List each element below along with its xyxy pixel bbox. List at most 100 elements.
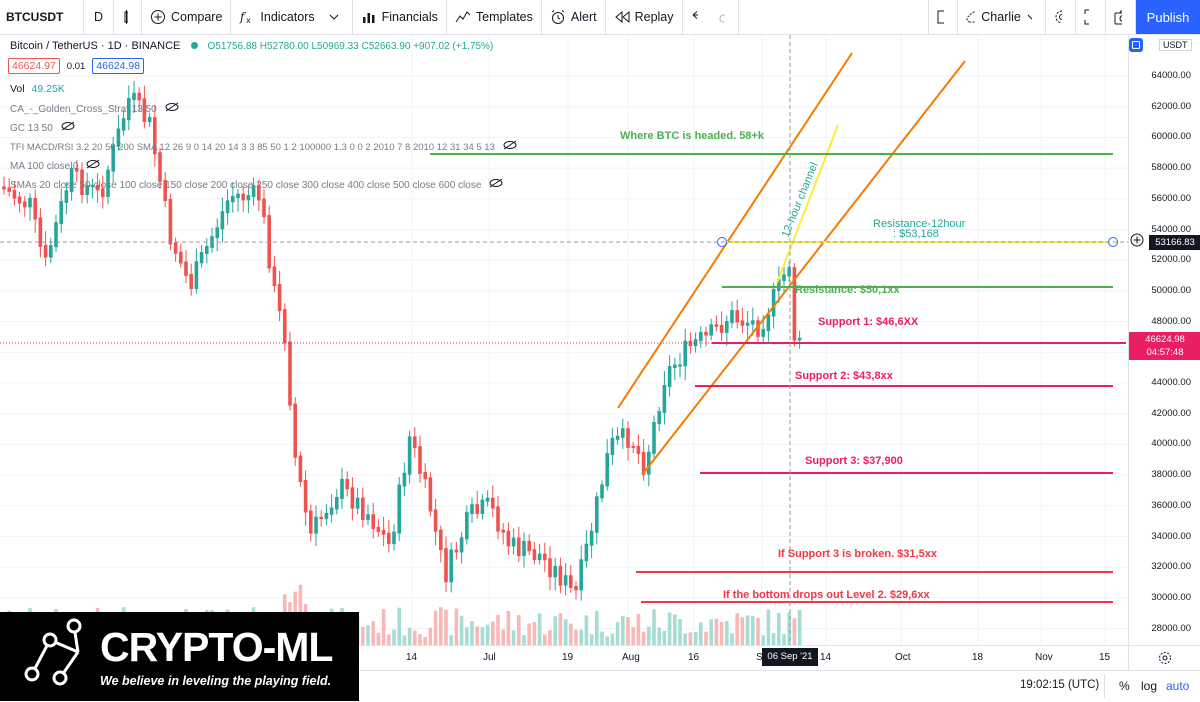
candle-body (647, 451, 651, 475)
indicator-legend-0[interactable]: CA_-_Golden_Cross_Strat 13 50 (10, 102, 179, 115)
volume-bar (652, 609, 656, 645)
price-axis[interactable]: USDT 64000.00 62000.00 60000.00 58000.00 560… (1128, 35, 1200, 645)
price-chart[interactable]: Where BTC is headed. 58+k Resistance-12h… (0, 35, 1128, 645)
publish-button[interactable]: Publish (1136, 0, 1200, 34)
indicator-legend-4[interactable]: SMAs 20 close 50 close 100 close 150 clo… (10, 178, 503, 191)
volume-legend[interactable]: Vol 49.25K (10, 83, 65, 95)
candle-body (699, 331, 703, 342)
indicators-label: Indicators (260, 10, 315, 24)
candle-body (480, 499, 485, 515)
auto-scale-toggle[interactable] (1128, 37, 1144, 53)
layout-name-label: Charlie (981, 10, 1021, 24)
volume-bar (745, 615, 750, 645)
candle-body (517, 537, 521, 557)
candle-body (673, 364, 677, 369)
candle-body (43, 244, 48, 258)
redo-icon (719, 14, 725, 23)
templates-button[interactable]: Templates (447, 0, 542, 34)
indicator-legend-3[interactable]: MA 100 close 0 (10, 159, 100, 172)
candle-body (621, 428, 625, 438)
candle-body (101, 188, 105, 198)
svg-text:f: f (239, 10, 247, 24)
candle-body (272, 266, 277, 287)
indicator-label: SMAs 20 close 50 close 100 close 150 clo… (10, 180, 482, 191)
logo-tagline: We believe in leveling the playing field… (100, 674, 332, 688)
candle-body (80, 169, 84, 196)
time-tick: 19 (562, 652, 574, 663)
candle-body (693, 339, 698, 347)
clock[interactable]: 19:02:15 (UTC) (1020, 679, 1100, 691)
candle-body (215, 227, 219, 239)
candle-body (548, 558, 552, 578)
eye-hidden-icon[interactable] (503, 140, 517, 150)
gear-icon (1055, 10, 1062, 24)
volume-bar (709, 619, 713, 645)
eye-hidden-icon[interactable] (165, 102, 179, 112)
indicator-legend-1[interactable]: GC 13 50 (10, 121, 75, 134)
volume-bar (501, 629, 505, 645)
candle-body (537, 553, 542, 561)
fullscreen-icon (1084, 9, 1089, 25)
alert-button[interactable]: Alert (542, 0, 606, 34)
auto-toggle[interactable]: auto (1166, 679, 1190, 693)
volume-bar (615, 622, 620, 645)
layout-menu[interactable]: Charlie (958, 0, 1046, 34)
compare-button[interactable]: Compare (142, 0, 232, 34)
snapshot-button[interactable] (1106, 0, 1136, 34)
interval-button[interactable]: D (84, 0, 114, 34)
symbol-title[interactable]: Bitcoin / TetherUS · 1D · BINANCE (10, 40, 181, 52)
volume-bar (699, 622, 703, 645)
settings-button[interactable] (1046, 0, 1076, 34)
add-alert-handle[interactable] (1130, 233, 1144, 247)
eye-hidden-icon[interactable] (489, 178, 503, 188)
volume-bar (459, 615, 464, 645)
alert-label: Alert (570, 10, 597, 24)
rewind-icon (614, 10, 630, 24)
indicator-legend-2[interactable]: TFI MACD/RSI 3.2 20 50 200 SMA 12 26 9 0… (10, 140, 517, 153)
candle-body (303, 480, 308, 513)
fullscreen-select-button[interactable] (928, 0, 958, 34)
support3-label: Support 3: $37,900 (805, 455, 903, 467)
svg-text:x: x (246, 16, 251, 25)
redo-button[interactable] (711, 0, 739, 34)
eye-hidden-icon[interactable] (86, 159, 100, 169)
candle-body (751, 320, 755, 325)
replay-button[interactable]: Replay (606, 0, 683, 34)
support2-label: Support 2: $43,8xx (795, 370, 894, 382)
undo-button[interactable] (683, 0, 711, 34)
time-tick: 15 (1099, 652, 1111, 663)
volume-bar (693, 632, 698, 645)
vol-value: 49.25K (31, 83, 65, 95)
candle-body (184, 261, 188, 276)
candle-body (85, 185, 89, 196)
candle-body (397, 484, 401, 534)
fullscreen-button[interactable] (1076, 0, 1106, 34)
chart-type-button[interactable] (114, 0, 142, 34)
candle-body (371, 514, 375, 529)
candle-body (470, 504, 474, 514)
symbol-search[interactable]: BTCUSDT (0, 0, 84, 34)
currency-label[interactable]: USDT (1159, 39, 1192, 51)
settings-square-icon (1129, 38, 1143, 52)
percent-toggle[interactable]: % (1119, 679, 1130, 693)
buy-price-button[interactable]: 46624.98 (92, 58, 145, 74)
trend-line-yellow[interactable] (776, 124, 839, 284)
channel-upper-line[interactable] (617, 52, 853, 409)
candle-body (59, 200, 63, 225)
candle-body (33, 197, 37, 220)
sell-price-button[interactable]: 46624.97 (8, 58, 60, 74)
crosshair-price-label: 53166.83 (1149, 235, 1200, 250)
price-tick: 40000.00 (1151, 438, 1191, 450)
candle-body (361, 497, 365, 520)
candle-body (293, 403, 297, 458)
financials-button[interactable]: Financials (353, 0, 447, 34)
channel-lower-line[interactable] (641, 60, 966, 476)
log-toggle[interactable]: log (1141, 679, 1158, 693)
spread-value: 0.01 (66, 60, 86, 72)
candle-body (553, 565, 557, 578)
candle-body (709, 324, 713, 336)
candle-body (735, 310, 739, 323)
eye-hidden-icon[interactable] (61, 121, 75, 131)
chart-settings-corner[interactable] (1128, 645, 1200, 670)
